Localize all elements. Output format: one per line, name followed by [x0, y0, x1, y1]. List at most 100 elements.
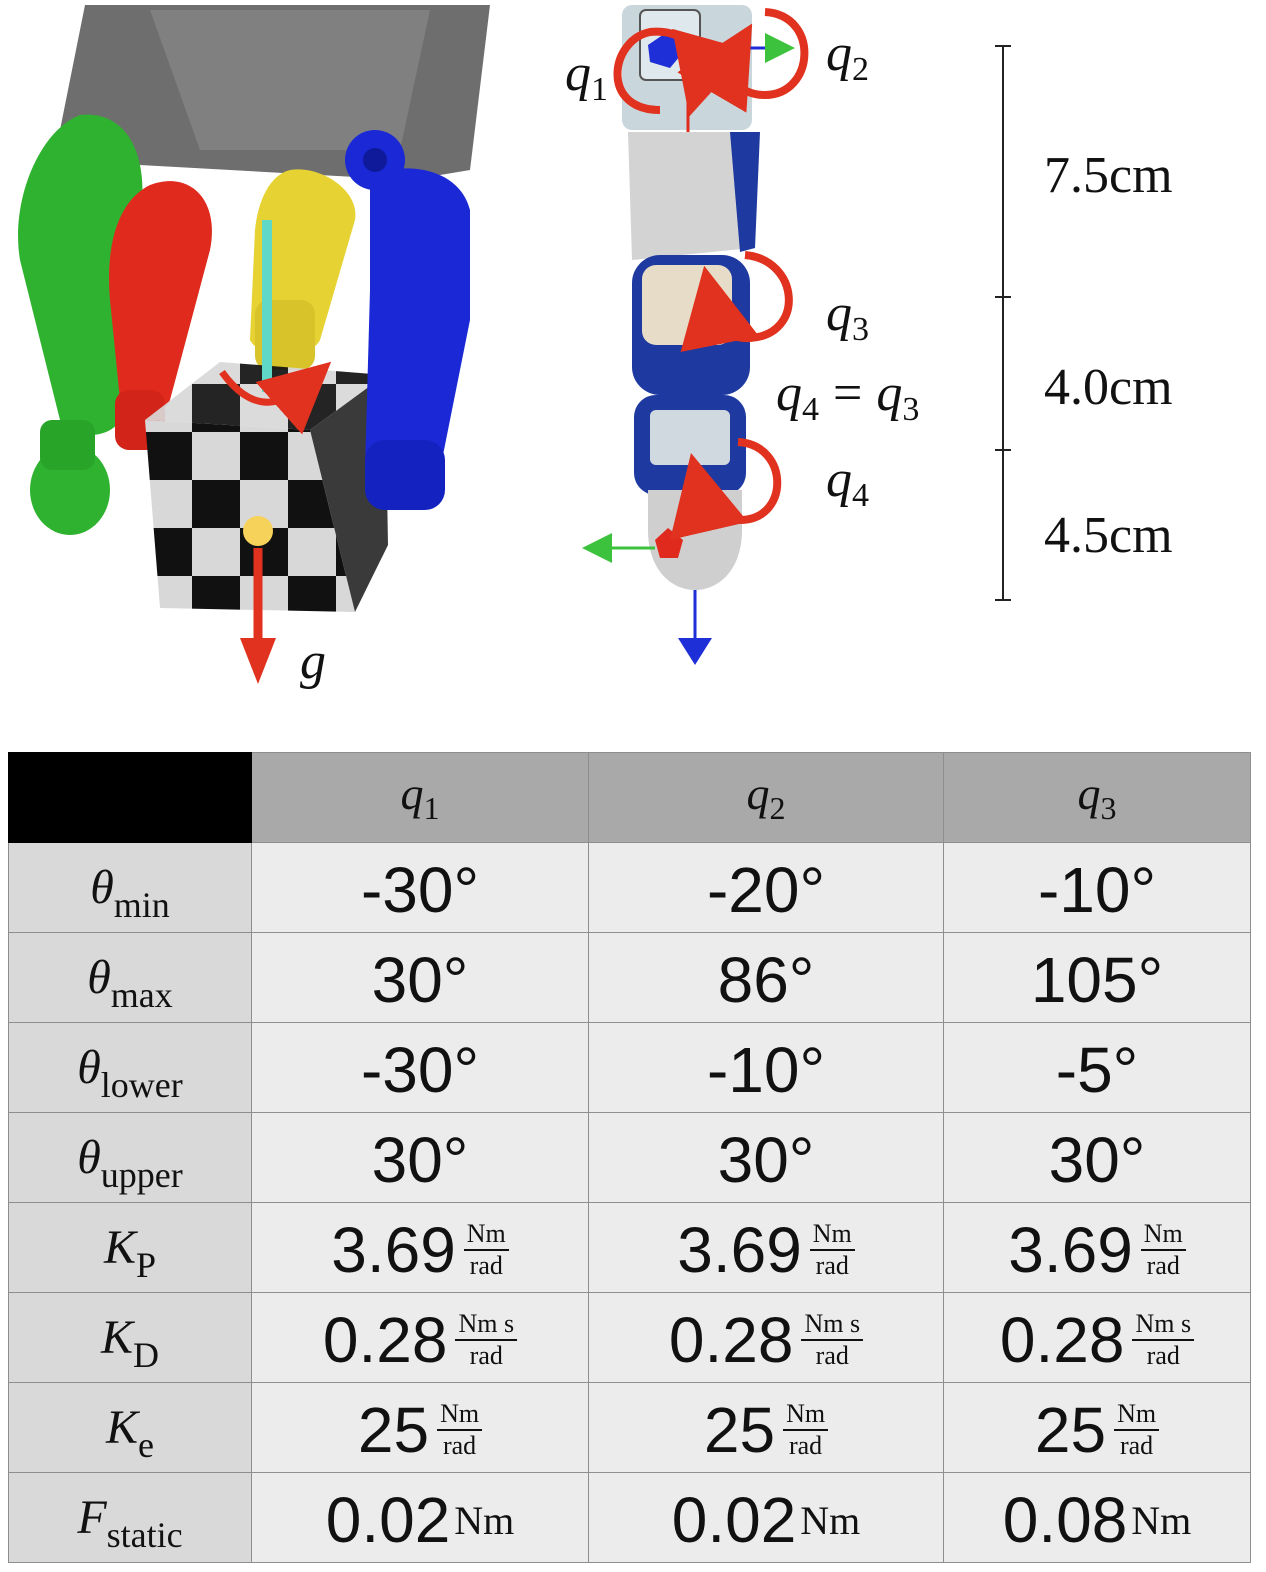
- table-cell: 30°: [943, 1112, 1251, 1203]
- row-header: KD: [8, 1292, 252, 1383]
- table-cell: 0.08 Nm: [943, 1472, 1251, 1563]
- table-row: Ke 25 Nm rad 25 Nm rad 25 Nm rad: [8, 1382, 1251, 1473]
- unit-numerator: Nm s: [455, 1309, 518, 1342]
- proximal-link-side: [730, 132, 760, 252]
- unit-numerator: Nm: [437, 1399, 483, 1432]
- cell-value: 86°: [717, 944, 815, 1017]
- cell-value: 105°: [1030, 944, 1164, 1017]
- object-axis: [262, 220, 272, 392]
- row-subscript: lower: [100, 1065, 183, 1105]
- unit-label: Nm: [800, 1497, 861, 1543]
- table-cell: 0.28 Nm s rad: [588, 1292, 944, 1383]
- unit-label: Nm: [1131, 1497, 1192, 1543]
- table-cell: 3.69 Nm rad: [251, 1202, 589, 1293]
- cell-value: 3.69: [677, 1214, 802, 1287]
- row-header: Ke: [8, 1382, 252, 1473]
- row-symbol: K: [106, 1401, 139, 1454]
- q4-label: q4: [826, 451, 869, 514]
- dimension-scale: 7.5cm 4.0cm 4.5cm: [995, 45, 1173, 601]
- unit-fraction: Nm rad: [437, 1399, 483, 1461]
- cell-value: -10°: [1037, 854, 1157, 927]
- row-subscript: D: [133, 1335, 159, 1375]
- table-cell: -10°: [943, 842, 1251, 933]
- q2-rotation-arrow: [677, 8, 809, 113]
- table-cell: -20°: [588, 842, 944, 933]
- table-cell: 30°: [588, 1112, 944, 1203]
- unit-numerator: Nm: [1140, 1219, 1186, 1252]
- unit-numerator: Nm: [1114, 1399, 1160, 1432]
- column-header-q1: q1: [251, 752, 589, 843]
- joint-parameter-table: q1 q2 q3 θmin -30° -20° -10° θmax 30° 86° 105° θ…: [8, 752, 1251, 1563]
- row-symbol: K: [103, 1221, 136, 1274]
- table-cell: 0.28 Nm s rad: [943, 1292, 1251, 1383]
- table-cell: -10°: [588, 1022, 944, 1113]
- dimension-middle: 4.0cm: [1044, 359, 1173, 416]
- row-header: KP: [8, 1202, 252, 1293]
- row-header: Fstatic: [8, 1472, 252, 1563]
- unit-fraction: Nm rad: [809, 1219, 855, 1281]
- cell-value: 3.69: [1008, 1214, 1133, 1287]
- table-cell: 25 Nm rad: [943, 1382, 1251, 1473]
- middle-link-face: [642, 265, 732, 345]
- cell-value: 25: [1034, 1394, 1107, 1467]
- dimension-distal: 4.5cm: [1044, 507, 1173, 564]
- table-header-row: q1 q2 q3: [8, 752, 1251, 843]
- row-symbol: θ: [77, 1131, 101, 1184]
- unit-denominator: rad: [815, 1341, 849, 1371]
- proximal-link: [628, 132, 755, 260]
- cell-value: 0.02: [325, 1484, 451, 1557]
- cell-value: 25: [357, 1394, 430, 1467]
- row-symbol: θ: [87, 951, 111, 1004]
- table-cell: 0.02 Nm: [588, 1472, 944, 1563]
- row-header: θmin: [8, 842, 252, 933]
- unit-denominator: rad: [1119, 1431, 1154, 1461]
- table-cell: -5°: [943, 1022, 1251, 1113]
- table-row: KP 3.69 Nm rad 3.69 Nm rad 3.69 Nm rad: [8, 1202, 1251, 1293]
- row-subscript: P: [135, 1245, 157, 1285]
- hand-grasp-scene: θ g: [18, 5, 490, 690]
- row-header: θupper: [8, 1112, 252, 1203]
- table-cell: 105°: [943, 932, 1251, 1023]
- cell-value: -5°: [1055, 1034, 1139, 1107]
- unit-numerator: Nm: [809, 1219, 855, 1252]
- unit-denominator: rad: [1146, 1251, 1180, 1281]
- table-cell: 86°: [588, 932, 944, 1023]
- middle-link-lower-face: [650, 410, 730, 465]
- cell-value: 0.02: [671, 1484, 797, 1557]
- cell-value: 0.08: [1002, 1484, 1128, 1557]
- table-cell: 25 Nm rad: [251, 1382, 589, 1473]
- column-header-q2: q2: [588, 752, 944, 843]
- coupling-label: q4 = q3: [776, 365, 919, 428]
- unit-numerator: Nm s: [801, 1309, 864, 1342]
- table-row: θmax 30° 86° 105°: [8, 932, 1251, 1023]
- unit-numerator: Nm: [463, 1219, 509, 1252]
- finger-diagram: q1 q2 q3 q4 = q3 q4: [565, 5, 919, 665]
- table-row: θmin -30° -20° -10°: [8, 842, 1251, 933]
- cell-value: 30°: [1048, 1124, 1146, 1197]
- row-header: θmax: [8, 932, 252, 1023]
- table-cell: 0.02 Nm: [251, 1472, 589, 1563]
- finger-blue: [345, 130, 470, 510]
- cell-value: 3.69: [331, 1214, 456, 1287]
- gravity-label: g: [300, 633, 326, 690]
- center-of-mass-dot: [243, 516, 273, 546]
- cube-front: [145, 420, 355, 612]
- unit-fraction: Nm rad: [463, 1219, 509, 1281]
- dimension-proximal: 7.5cm: [1044, 147, 1173, 204]
- unit-denominator: rad: [469, 1251, 503, 1281]
- table-cell: 25 Nm rad: [588, 1382, 944, 1473]
- cell-value: 0.28: [999, 1304, 1125, 1377]
- theta-label: θ: [250, 433, 272, 482]
- row-symbol: θ: [90, 861, 114, 914]
- unit-fraction: Nm s rad: [801, 1309, 864, 1371]
- robot-hand-figure: θ g q1 q2 q3 q4 = q3 q4: [18, 5, 1173, 690]
- unit-label: Nm: [454, 1497, 515, 1543]
- gravity-arrow-head: [240, 638, 276, 684]
- table-cell: 30°: [251, 932, 589, 1023]
- unit-fraction: Nm s rad: [455, 1309, 518, 1371]
- row-subscript: upper: [100, 1155, 183, 1195]
- unit-denominator: rad: [815, 1251, 849, 1281]
- cell-value: 30°: [371, 1124, 469, 1197]
- q1-label: q1: [565, 45, 608, 108]
- row-symbol: K: [100, 1311, 133, 1364]
